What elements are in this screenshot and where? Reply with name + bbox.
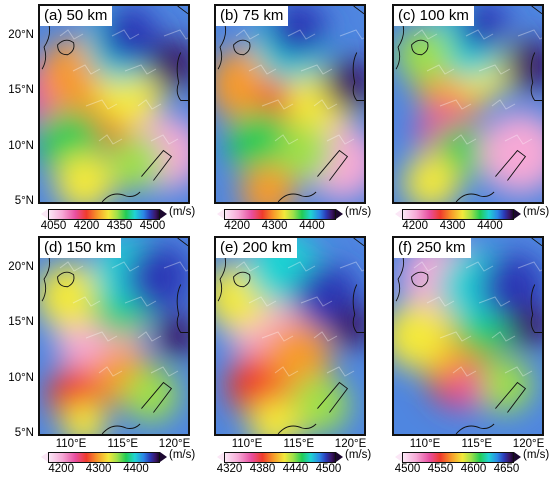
colorbar <box>41 209 167 220</box>
colorbar-tick-label: 4200 <box>48 463 74 475</box>
map-panel: (c) 100 km <box>392 4 544 230</box>
colorbar-tick-label: 4650 <box>493 463 520 475</box>
colorbar-tick-label: 4350 <box>106 220 133 232</box>
velocity-map: (f) 250 km <box>392 236 544 436</box>
colorbar-unit: (m/s) <box>169 206 196 218</box>
longitude-tick-label: 115°E <box>461 438 493 450</box>
velocity-field <box>394 6 542 202</box>
velocity-map: (d) 150 km <box>38 236 190 436</box>
colorbar-tick-label: 4300 <box>261 220 288 232</box>
panel-title: (c) 100 km <box>394 6 474 26</box>
colorbar <box>217 452 343 463</box>
longitude-tick-label: 120°E <box>334 438 367 450</box>
map-panel: (a) 50 km <box>38 4 190 230</box>
panel-title: (f) 250 km <box>394 238 471 258</box>
velocity-field <box>216 6 364 202</box>
panel-title: (a) 50 km <box>40 6 113 26</box>
latitude-tick-label: 10°N <box>8 139 34 152</box>
colorbar-tick-label: 4200 <box>402 220 428 232</box>
panel-title: (e) 200 km <box>216 238 297 258</box>
velocity-field <box>40 238 188 434</box>
colorbar-tick-label: 4500 <box>139 220 166 232</box>
colorbar-tick-label: 4440 <box>282 463 309 475</box>
map-panel: (d) 150 km <box>38 236 190 462</box>
colorbar-tick-label: 4300 <box>439 220 466 232</box>
map-panel: (e) 200 km <box>214 236 366 462</box>
colorbar-unit: (m/s) <box>523 449 550 461</box>
velocity-field <box>216 238 364 434</box>
panel-title: (d) 150 km <box>40 238 121 258</box>
colorbar-tick-label: 4200 <box>73 220 100 232</box>
velocity-field <box>40 6 188 202</box>
colorbar <box>395 452 521 463</box>
colorbar-tick-label: 4300 <box>85 463 112 475</box>
colorbar-tick-label: 4200 <box>224 220 250 232</box>
map-panel: (f) 250 km <box>392 236 544 462</box>
velocity-map: (c) 100 km <box>392 4 544 204</box>
colorbar-unit: (m/s) <box>169 449 196 461</box>
colorbar <box>41 452 167 463</box>
velocity-field <box>394 238 542 434</box>
latitude-tick-label: 20°N <box>8 28 34 41</box>
colorbar-unit: (m/s) <box>345 449 372 461</box>
colorbar <box>395 209 521 220</box>
longitude-tick-label: 115°E <box>107 438 139 450</box>
latitude-tick-label: 15°N <box>8 316 34 329</box>
latitude-tick-label: 10°N <box>8 371 34 384</box>
map-panel: (b) 75 km <box>214 4 366 230</box>
longitude-tick-label: 120°E <box>512 438 545 450</box>
colorbar-unit: (m/s) <box>345 206 372 218</box>
latitude-tick-label: 5°N <box>14 195 34 207</box>
longitude-tick-label: 110°E <box>409 438 441 450</box>
colorbar-tick-label: 4320 <box>216 463 243 475</box>
longitude-tick-label: 115°E <box>283 438 315 450</box>
colorbar-tick-label: 4500 <box>394 463 421 475</box>
colorbar-tick-label: 4400 <box>123 463 149 475</box>
colorbar-tick-label: 4400 <box>477 220 503 232</box>
longitude-tick-label: 120°E <box>158 438 191 450</box>
colorbar-tick-label: 4500 <box>315 463 342 475</box>
velocity-map: (a) 50 km <box>38 4 190 204</box>
latitude-tick-label: 5°N <box>14 427 34 439</box>
latitude-tick-label: 15°N <box>8 84 34 97</box>
longitude-tick-label: 110°E <box>231 438 263 450</box>
longitude-tick-label: 110°E <box>55 438 87 450</box>
colorbar-tick-label: 4400 <box>299 220 325 232</box>
velocity-map: (e) 200 km <box>214 236 366 436</box>
colorbar-tick-label: 4600 <box>460 463 487 475</box>
velocity-map: (b) 75 km <box>214 4 366 204</box>
panel-title: (b) 75 km <box>216 6 289 26</box>
latitude-tick-label: 20°N <box>8 260 34 273</box>
colorbar <box>217 209 343 220</box>
colorbar-tick-label: 4380 <box>249 463 276 475</box>
colorbar-tick-label: 4050 <box>40 220 67 232</box>
colorbar-unit: (m/s) <box>523 206 550 218</box>
colorbar-tick-label: 4550 <box>427 463 454 475</box>
